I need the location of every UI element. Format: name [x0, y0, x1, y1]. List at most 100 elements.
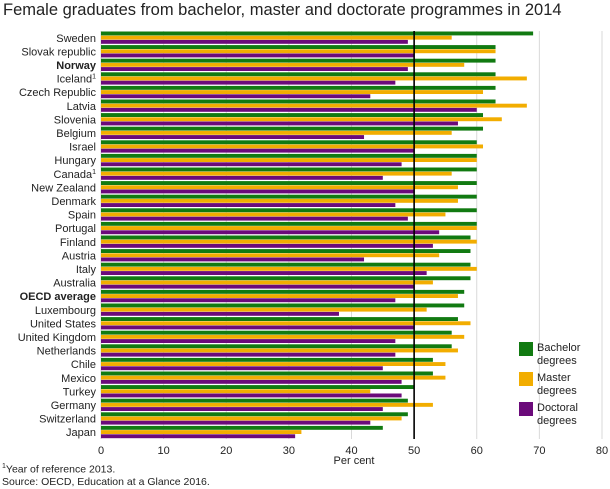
category-label-text: Sweden [56, 33, 96, 45]
bar [101, 103, 527, 108]
legend: Bachelor degrees Master degrees Doctoral d… [519, 342, 597, 432]
bar [101, 198, 458, 203]
chart-title: Female graduates from bachelor, master a… [3, 1, 562, 19]
category-label-text: Iceland [57, 74, 92, 86]
bar [101, 385, 415, 389]
bar [101, 35, 452, 40]
category-label: Sweden [56, 33, 96, 45]
category-label: Hungary [54, 155, 96, 167]
bar [101, 203, 396, 207]
footnote-reference-year-text: Year of reference 2013. [5, 463, 116, 476]
bar [101, 257, 365, 262]
x-tick-label: 70 [533, 445, 545, 457]
category-label: Denmark [51, 196, 96, 208]
category-label: Spain [68, 210, 96, 222]
bar [101, 181, 477, 185]
bar [101, 175, 383, 180]
category-label: Norway [56, 60, 97, 72]
bars [101, 31, 534, 439]
category-label: Belgium [56, 128, 96, 140]
bar [101, 243, 433, 248]
bar [101, 362, 446, 366]
category-label-text: Chile [71, 359, 96, 371]
bar [101, 430, 302, 434]
category-footnote-marker: 1 [92, 169, 96, 176]
bar [101, 53, 415, 58]
bar [101, 153, 477, 158]
bar [101, 212, 446, 217]
x-tick-label: 10 [158, 445, 170, 457]
bar [101, 144, 484, 149]
bar [101, 167, 477, 172]
category-label-text: Israel [69, 142, 96, 154]
category-label-text: OECD average [20, 291, 96, 303]
category-label: Slovenia [54, 114, 97, 126]
category-label: Turkey [63, 386, 97, 398]
bar [101, 317, 458, 321]
bar [101, 357, 433, 362]
legend-label: Master degrees [537, 372, 577, 397]
category-label: OECD average [20, 291, 96, 303]
source-note: Source: OECD, Education at a Glance 2016… [2, 476, 210, 488]
legend-swatch [519, 402, 533, 416]
bar [101, 239, 477, 244]
category-label: Czech Republic [19, 87, 97, 99]
bar [101, 393, 402, 398]
bar [101, 39, 408, 44]
bar [101, 371, 433, 376]
bar [101, 45, 496, 49]
category-label-text: Austria [62, 250, 97, 262]
category-label-text: Turkey [63, 386, 97, 398]
bar [101, 420, 371, 425]
bar [101, 289, 465, 294]
legend-entry: Bachelor degrees [519, 342, 597, 368]
bar [101, 162, 402, 167]
category-label: Italy [76, 264, 97, 276]
bar [101, 76, 527, 81]
bar [101, 303, 465, 308]
bar [101, 375, 446, 380]
category-label-text: Norway [56, 60, 97, 72]
bar [101, 58, 496, 63]
bar [101, 321, 471, 326]
bar [101, 62, 465, 67]
legend-entry: Master degrees [519, 372, 597, 398]
category-label-text: Netherlands [37, 346, 97, 358]
bar [101, 85, 496, 90]
bar [101, 298, 396, 303]
bar [101, 280, 433, 285]
footnote-marker: 1 [2, 463, 6, 470]
bar [101, 434, 296, 439]
category-label: Canada1 [54, 169, 97, 181]
category-label: Luxembourg [35, 305, 96, 317]
bar [101, 416, 402, 421]
category-label: Japan [66, 427, 96, 439]
bar [101, 339, 396, 343]
bar [101, 230, 440, 235]
category-label-text: Australia [53, 278, 97, 290]
category-label-text: United States [30, 318, 97, 330]
bar [101, 284, 415, 289]
bar [101, 366, 383, 371]
bar [101, 126, 484, 131]
legend-label: Doctoral degrees [537, 402, 578, 427]
bar [101, 307, 427, 312]
bar [101, 117, 502, 122]
bar [101, 311, 339, 316]
legend-swatch [519, 342, 533, 356]
bar [101, 80, 396, 85]
category-label: Mexico [61, 373, 96, 385]
category-label: Iceland1 [57, 74, 96, 86]
bar [101, 148, 415, 153]
bar [101, 140, 477, 145]
bar [101, 402, 433, 407]
category-label-text: Slovak republic [21, 46, 96, 58]
bar [101, 249, 471, 253]
category-label-text: Latvia [67, 101, 97, 113]
category-label-text: New Zealand [31, 182, 96, 194]
x-axis-label: Per cent [334, 455, 375, 467]
bar [101, 344, 452, 349]
bar [101, 253, 440, 258]
category-label: Finland [60, 237, 96, 249]
